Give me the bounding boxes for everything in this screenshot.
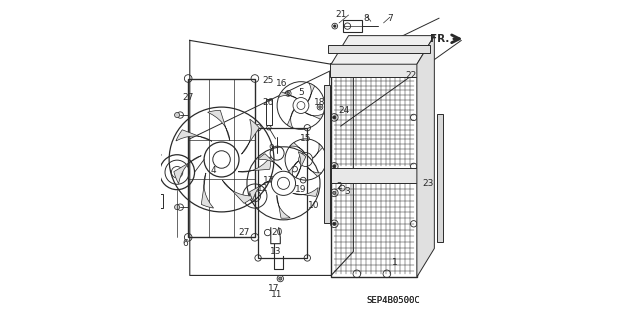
- Text: 23: 23: [422, 179, 434, 188]
- Text: 22: 22: [405, 71, 416, 80]
- Text: 27: 27: [238, 228, 250, 237]
- Text: 19: 19: [295, 185, 307, 194]
- Circle shape: [333, 116, 336, 119]
- Bar: [326, 99, 330, 169]
- Polygon shape: [290, 143, 305, 152]
- Text: 3: 3: [344, 187, 350, 196]
- Polygon shape: [307, 167, 321, 176]
- Circle shape: [319, 106, 321, 108]
- Circle shape: [287, 92, 289, 95]
- Circle shape: [333, 25, 336, 27]
- Text: 8: 8: [363, 14, 369, 23]
- Text: 15: 15: [300, 134, 312, 143]
- Polygon shape: [238, 156, 271, 172]
- Polygon shape: [305, 112, 323, 119]
- Text: 25: 25: [262, 76, 273, 85]
- Polygon shape: [202, 173, 214, 208]
- Polygon shape: [176, 130, 212, 141]
- Text: 5: 5: [298, 88, 304, 97]
- Circle shape: [175, 204, 180, 210]
- Polygon shape: [222, 180, 255, 203]
- Text: 4: 4: [211, 166, 216, 175]
- Polygon shape: [308, 83, 315, 101]
- Polygon shape: [287, 109, 294, 128]
- Bar: [342, 20, 362, 33]
- Polygon shape: [277, 195, 290, 218]
- Polygon shape: [312, 144, 323, 158]
- Text: 21: 21: [335, 11, 346, 19]
- Text: 2: 2: [336, 182, 342, 191]
- Text: 26: 26: [262, 98, 273, 107]
- Text: 12: 12: [257, 184, 269, 193]
- Text: SEP4B0500C: SEP4B0500C: [366, 296, 420, 305]
- Bar: [331, 64, 417, 277]
- Bar: [331, 168, 417, 183]
- Polygon shape: [278, 92, 297, 99]
- Circle shape: [278, 277, 282, 280]
- Circle shape: [333, 222, 336, 226]
- Text: 13: 13: [270, 247, 282, 256]
- Text: 11: 11: [271, 290, 283, 299]
- Text: 9: 9: [268, 144, 274, 153]
- Bar: [328, 45, 429, 53]
- Text: 17: 17: [268, 284, 280, 293]
- Bar: [188, 78, 255, 237]
- Text: 27: 27: [182, 93, 194, 102]
- Circle shape: [333, 165, 336, 168]
- Text: 16: 16: [276, 79, 287, 88]
- Polygon shape: [331, 36, 435, 64]
- Bar: [324, 85, 330, 223]
- Text: 17: 17: [264, 176, 275, 185]
- Circle shape: [175, 113, 180, 118]
- Polygon shape: [258, 154, 282, 170]
- Bar: [437, 115, 443, 242]
- Text: 10: 10: [308, 201, 319, 210]
- Bar: [266, 99, 272, 124]
- Polygon shape: [241, 119, 259, 154]
- Polygon shape: [417, 36, 435, 277]
- Text: FR.: FR.: [430, 34, 449, 44]
- Text: 1: 1: [392, 258, 397, 267]
- Circle shape: [333, 191, 336, 195]
- Text: 20: 20: [271, 228, 283, 237]
- Polygon shape: [207, 110, 230, 141]
- Polygon shape: [250, 181, 270, 200]
- Text: 6: 6: [182, 239, 188, 248]
- Polygon shape: [292, 188, 318, 197]
- Bar: [150, 194, 163, 208]
- Text: 7: 7: [387, 14, 393, 23]
- Text: SEP4B0500C: SEP4B0500C: [366, 296, 420, 305]
- Bar: [258, 128, 307, 258]
- Text: 18: 18: [314, 98, 326, 107]
- Polygon shape: [174, 156, 201, 183]
- Polygon shape: [296, 152, 306, 178]
- Text: 24: 24: [338, 106, 349, 115]
- Polygon shape: [289, 161, 299, 175]
- Bar: [330, 63, 419, 77]
